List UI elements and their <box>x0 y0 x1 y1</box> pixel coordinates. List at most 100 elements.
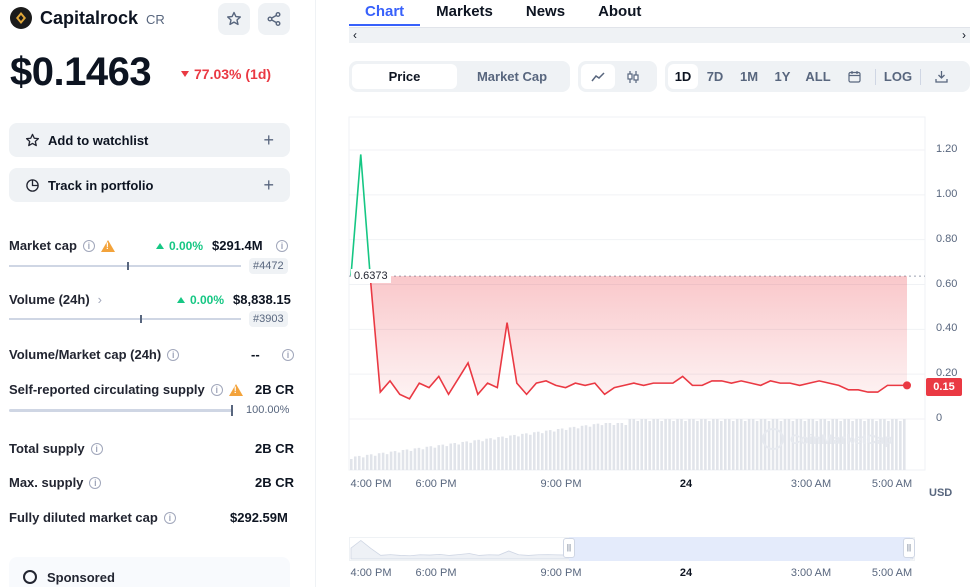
info-icon[interactable]: i <box>163 511 176 524</box>
calendar-button[interactable] <box>837 64 871 89</box>
tab-bar: Chart Markets News About <box>349 0 674 26</box>
pie-chart-icon <box>26 178 39 192</box>
log-scale-button[interactable]: LOG <box>883 69 913 84</box>
add-to-watchlist-button[interactable]: Add to watchlist + <box>9 123 290 157</box>
chevron-right-icon[interactable]: › <box>97 292 103 307</box>
info-icon[interactable]: i <box>82 239 95 252</box>
share-button[interactable] <box>258 3 290 35</box>
info-icon[interactable]: i <box>89 476 102 489</box>
market-cap-value: $291.4M <box>212 238 263 253</box>
share-icon <box>267 12 281 26</box>
range-1d[interactable]: 1D <box>668 64 698 89</box>
coin-symbol: CR <box>146 12 165 27</box>
coinmarketcap-watermark: CoinMarketCap <box>762 428 893 450</box>
y-tick-label: 0.40 <box>936 322 958 335</box>
y-tick-label: 0.80 <box>936 232 958 245</box>
x-tick-label: 5:00 AM <box>871 478 913 490</box>
price-toggle[interactable]: Price <box>352 64 457 89</box>
info-icon[interactable]: i <box>282 349 294 361</box>
warning-icon[interactable] <box>228 383 243 396</box>
track-in-portfolio-button[interactable]: Track in portfolio + <box>9 168 290 202</box>
range-all[interactable]: ALL <box>805 69 831 84</box>
y-tick-label: 0 <box>936 412 943 424</box>
add-to-watchlist-label: Add to watchlist <box>48 132 149 148</box>
star-icon <box>25 133 40 146</box>
warning-icon[interactable] <box>100 239 115 252</box>
volume-rank-marker <box>140 315 142 323</box>
fdmc-label-text: Fully diluted market cap <box>9 510 158 525</box>
volume-label: Volume (24h) › <box>9 292 102 307</box>
market-cap-toggle[interactable]: Market Cap <box>476 69 548 84</box>
total-supply-label-text: Total supply <box>9 441 85 456</box>
line-chart-icon <box>591 71 605 81</box>
fdmc-label: Fully diluted market cap i <box>9 510 176 525</box>
market-cap-rank-marker <box>127 262 129 270</box>
coin-name: Capitalrock <box>40 7 139 28</box>
download-button[interactable] <box>925 64 957 89</box>
navigator-x-tick-label: 4:00 PM <box>350 567 392 579</box>
track-in-portfolio-label: Track in portfolio <box>48 177 154 193</box>
down-triangle-icon <box>181 71 189 77</box>
star-button[interactable] <box>218 3 250 35</box>
line-chart-button[interactable] <box>581 64 615 89</box>
range-divider <box>920 68 921 85</box>
range-1m[interactable]: 1M <box>739 69 759 84</box>
chart-type-toggle: Price Market Cap <box>349 61 570 92</box>
info-icon[interactable]: i <box>167 348 180 361</box>
range-selector: 1D 7D 1M 1Y ALL LOG <box>665 61 970 92</box>
y-tick-label: 1.20 <box>936 143 958 155</box>
x-tick-label: 9:00 PM <box>540 478 582 490</box>
tab-about[interactable]: About <box>598 3 642 20</box>
chevron-right-icon[interactable]: › <box>962 28 966 42</box>
circulating-supply-percent: 100.00% <box>246 404 290 416</box>
volume-value: $8,838.15 <box>233 292 291 307</box>
chart-panel: Chart Markets News About ‹ › Price Marke… <box>316 0 970 587</box>
coinmarketcap-logo-icon <box>762 428 784 450</box>
tab-news[interactable]: News <box>525 3 566 20</box>
range-7d[interactable]: 7D <box>706 69 724 84</box>
navigator-right-handle[interactable]: || <box>903 538 915 558</box>
circulating-supply-marker <box>231 405 233 416</box>
x-tick-label: 3:00 AM <box>790 478 832 490</box>
tab-scroll-strip[interactable]: ‹ › <box>349 27 970 43</box>
sponsored-icon <box>23 570 37 584</box>
market-cap-change-value: 0.00% <box>169 239 204 253</box>
navigator-x-tick-label: 6:00 PM <box>415 567 457 579</box>
candlestick-button[interactable] <box>615 64 651 89</box>
navigator-x-tick-label: 9:00 PM <box>540 567 582 579</box>
currency-label[interactable]: USD <box>929 487 953 499</box>
circulating-supply-label: Self-reported circulating supply i <box>9 382 243 397</box>
price-change-value: 77.03% (1d) <box>194 66 272 82</box>
info-icon[interactable]: i <box>276 240 288 252</box>
navigator-x-tick-label: 24 <box>679 567 693 579</box>
y-tick-label: 0.60 <box>936 277 958 290</box>
volume-market-cap-value: -- <box>251 347 260 362</box>
sponsored-section[interactable]: Sponsored <box>9 557 290 587</box>
reference-price-label: 0.6373 <box>351 269 391 283</box>
volume-change: 0.00% <box>177 293 224 307</box>
up-triangle-icon <box>156 243 164 249</box>
navigator-selection[interactable] <box>569 537 910 561</box>
plus-icon: + <box>263 174 274 195</box>
range-1y[interactable]: 1Y <box>774 69 791 84</box>
max-supply-label-text: Max. supply <box>9 475 84 490</box>
current-price-label: 0.15 <box>926 378 962 396</box>
navigator-left-handle[interactable]: || <box>563 538 575 558</box>
chart-style-toggle <box>578 61 657 92</box>
x-tick-label: 4:00 PM <box>350 478 392 490</box>
info-icon[interactable]: i <box>210 383 223 396</box>
total-supply-label: Total supply i <box>9 441 103 456</box>
candlestick-icon <box>627 70 639 83</box>
navigator-x-tick-label: 3:00 AM <box>790 567 832 579</box>
coin-header: Capitalrock CR <box>10 7 165 29</box>
circulating-supply-label-text: Self-reported circulating supply <box>9 382 205 397</box>
tab-chart[interactable]: Chart <box>349 0 421 26</box>
plus-icon: + <box>263 129 274 150</box>
watermark-text: CoinMarketCap <box>790 431 893 447</box>
tab-markets[interactable]: Markets <box>436 3 493 20</box>
price-change: 77.03% (1d) <box>181 66 271 82</box>
chevron-left-icon[interactable]: ‹ <box>353 28 357 42</box>
fdmc-value: $292.59M <box>230 510 288 525</box>
info-icon[interactable]: i <box>90 442 103 455</box>
volume-change-value: 0.00% <box>190 293 225 307</box>
